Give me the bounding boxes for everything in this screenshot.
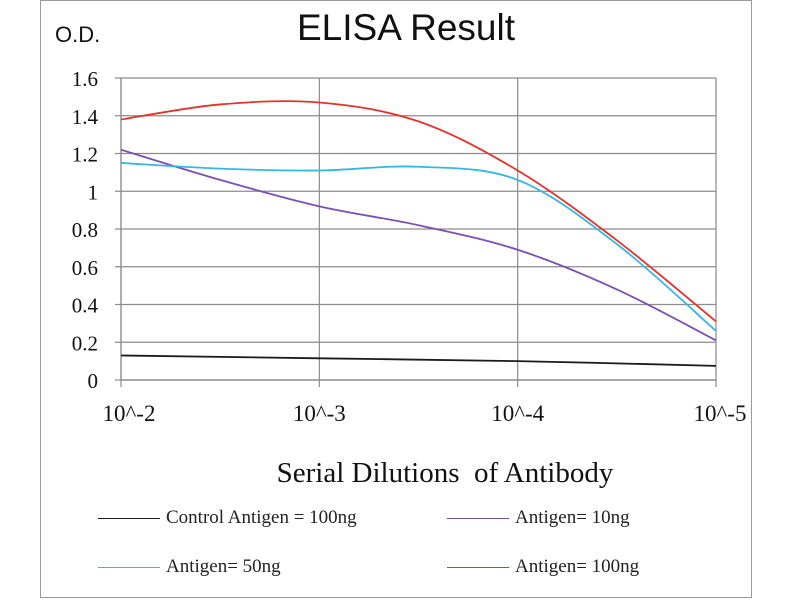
y-tick-label: 1.4 [72,105,99,129]
legend-label: Antigen= 10ng [515,507,630,528]
grid [121,77,717,380]
x-axis-label: Serial Dilutions of Antibody [277,457,614,489]
y-tick-label: 0.6 [72,256,98,280]
x-tick-label: 10^-2 [103,401,156,426]
legend-label: Control Antigen = 100ng [166,507,357,528]
chart-frame [40,0,752,598]
series-line [120,148,717,342]
y-tick-labels: 0 0.2 0.4 0.6 0.8 1 1.2 1.4 1.6 [72,67,99,393]
legend-item: Control Antigen = 100ng [98,507,357,529]
y-tick-label: 0.4 [72,294,99,318]
axes [115,77,717,387]
y-tick-label: 1.6 [72,67,98,91]
y-tick-label: 0.8 [72,218,98,242]
y-axis-label: O.D. [55,22,100,47]
chart-title: ELISA Result [297,7,516,48]
legend-label: Antigen= 100ng [515,556,640,577]
legend-label: Antigen= 50ng [166,556,281,577]
legend-swatch [447,566,509,568]
series-line [120,162,717,332]
legend-swatch [98,566,160,568]
series-line [120,100,717,323]
legend-item: Antigen= 50ng [98,556,281,578]
series-line [120,354,717,367]
legend-item: Antigen= 10ng [447,507,630,529]
y-tick-label: 1.2 [72,143,98,167]
legend-swatch [98,517,160,519]
x-tick-label: 10^-4 [491,401,544,426]
x-tick-label: 10^-5 [694,401,747,426]
y-tick-label: 0.2 [72,331,98,355]
legend-swatch [447,517,509,519]
x-tick-labels: 10^-2 10^-3 10^-4 10^-5 [103,401,747,426]
y-tick-label: 0 [88,369,99,393]
legend-item: Antigen= 100ng [447,556,639,578]
y-tick-label: 1 [88,180,99,204]
x-tick-label: 10^-3 [293,401,346,426]
series-lines [120,100,717,367]
